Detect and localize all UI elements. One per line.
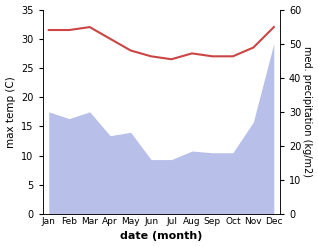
Y-axis label: med. precipitation (kg/m2): med. precipitation (kg/m2) — [302, 46, 313, 177]
X-axis label: date (month): date (month) — [120, 231, 203, 242]
Y-axis label: max temp (C): max temp (C) — [5, 76, 16, 148]
